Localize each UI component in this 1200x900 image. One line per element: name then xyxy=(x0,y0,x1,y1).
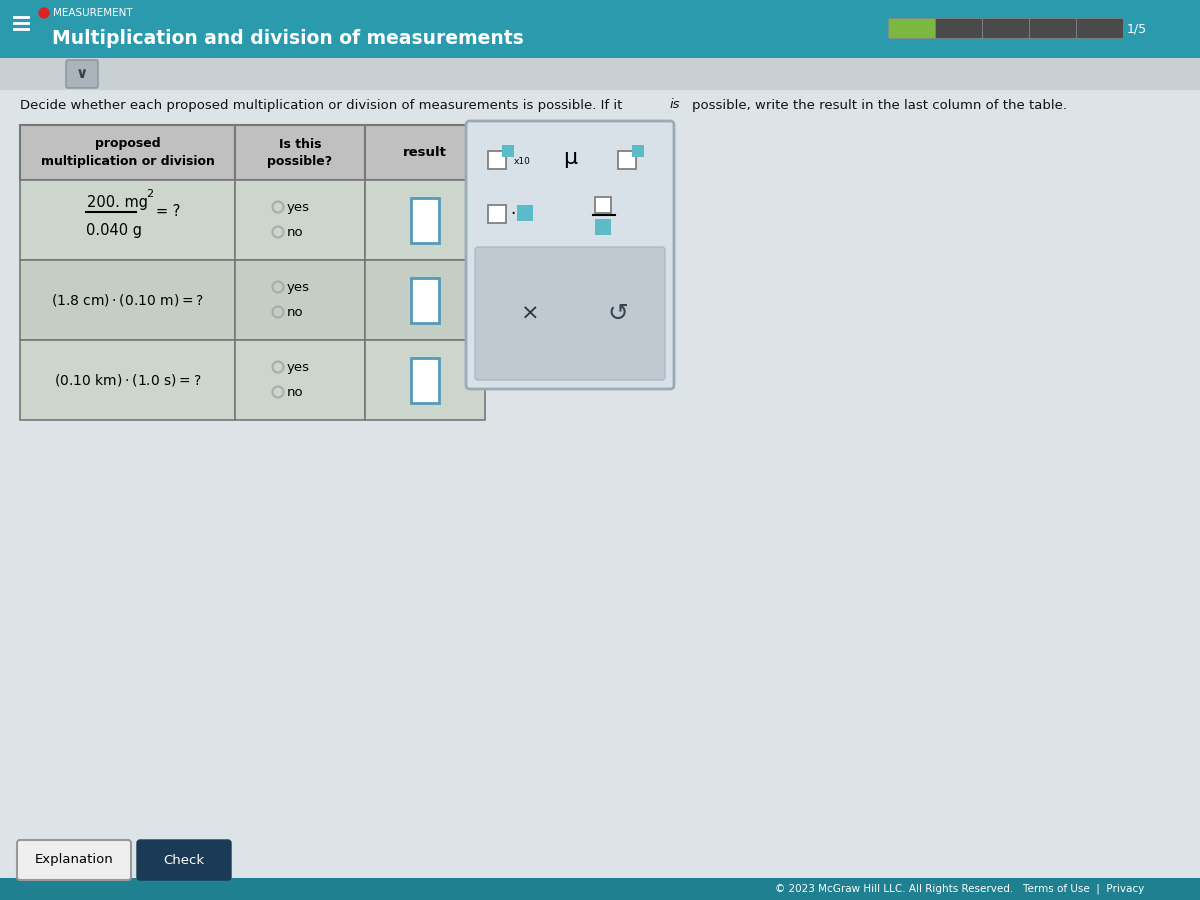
Text: no: no xyxy=(287,226,304,239)
Text: Multiplication and division of measurements: Multiplication and division of measureme… xyxy=(52,29,523,48)
Text: proposed
multiplication or division: proposed multiplication or division xyxy=(41,138,215,167)
Text: possible, write the result in the last column of the table.: possible, write the result in the last c… xyxy=(692,98,1067,112)
FancyBboxPatch shape xyxy=(137,840,230,880)
FancyBboxPatch shape xyxy=(983,19,1030,39)
Text: ·: · xyxy=(510,205,515,223)
Bar xyxy=(618,151,636,169)
Bar xyxy=(488,205,506,223)
Text: 2: 2 xyxy=(146,189,154,199)
FancyBboxPatch shape xyxy=(17,840,131,880)
Bar xyxy=(235,180,365,260)
Bar xyxy=(235,260,365,340)
Text: Explanation: Explanation xyxy=(35,853,113,867)
Bar xyxy=(595,219,611,235)
Text: is: is xyxy=(670,98,680,112)
Bar xyxy=(410,357,439,402)
Bar xyxy=(20,180,235,260)
Text: μ: μ xyxy=(563,148,577,168)
Bar xyxy=(488,151,506,169)
Text: Check: Check xyxy=(163,853,204,867)
Text: result: result xyxy=(403,146,446,159)
Circle shape xyxy=(38,8,49,18)
Text: © 2023 McGraw Hill LLC. All Rights Reserved.   Terms of Use  |  Privacy: © 2023 McGraw Hill LLC. All Rights Reser… xyxy=(775,884,1145,895)
Bar xyxy=(365,180,485,260)
Text: Is this
possible?: Is this possible? xyxy=(268,138,332,167)
Text: ↺: ↺ xyxy=(607,302,629,326)
Bar xyxy=(0,878,1200,900)
Bar xyxy=(365,125,485,180)
Text: yes: yes xyxy=(287,201,310,213)
Text: ∨: ∨ xyxy=(76,67,88,82)
Bar xyxy=(20,340,235,420)
Text: yes: yes xyxy=(287,361,310,374)
Bar xyxy=(365,340,485,420)
Bar xyxy=(595,197,611,213)
Text: MEASUREMENT: MEASUREMENT xyxy=(53,8,133,18)
Bar xyxy=(20,260,235,340)
Text: Decide whether each proposed multiplication or division of measurements is possi: Decide whether each proposed multiplicat… xyxy=(20,98,623,112)
FancyBboxPatch shape xyxy=(1076,19,1123,39)
Bar xyxy=(0,58,1200,90)
Text: no: no xyxy=(287,305,304,319)
Text: $\left(1.8\ \mathrm{cm}\right)\cdot\left(0.10\ \mathrm{m}\right) = ?$: $\left(1.8\ \mathrm{cm}\right)\cdot\left… xyxy=(50,292,204,308)
Bar xyxy=(517,205,533,221)
Bar xyxy=(20,125,235,180)
FancyBboxPatch shape xyxy=(475,247,665,380)
Bar xyxy=(0,0,1200,58)
Bar xyxy=(410,197,439,242)
Text: 200. mg: 200. mg xyxy=(88,194,148,210)
Text: 0.040 g: 0.040 g xyxy=(85,222,142,238)
FancyBboxPatch shape xyxy=(466,121,674,389)
Bar xyxy=(365,260,485,340)
FancyBboxPatch shape xyxy=(936,19,983,39)
Text: = ?: = ? xyxy=(156,204,180,220)
Text: $\left(0.10\ \mathrm{km}\right)\cdot\left(1.0\ \mathrm{s}\right) = ?$: $\left(0.10\ \mathrm{km}\right)\cdot\lef… xyxy=(54,372,202,388)
FancyBboxPatch shape xyxy=(888,19,936,39)
Text: yes: yes xyxy=(287,281,310,293)
FancyBboxPatch shape xyxy=(1030,19,1076,39)
Bar xyxy=(235,125,365,180)
Text: ×: × xyxy=(521,303,539,323)
Bar xyxy=(235,340,365,420)
Text: 1/5: 1/5 xyxy=(1127,22,1147,35)
Bar xyxy=(410,277,439,322)
Text: x10: x10 xyxy=(514,157,530,166)
FancyBboxPatch shape xyxy=(66,60,98,88)
Text: no: no xyxy=(287,385,304,399)
Bar xyxy=(632,145,644,157)
Bar xyxy=(502,145,514,157)
